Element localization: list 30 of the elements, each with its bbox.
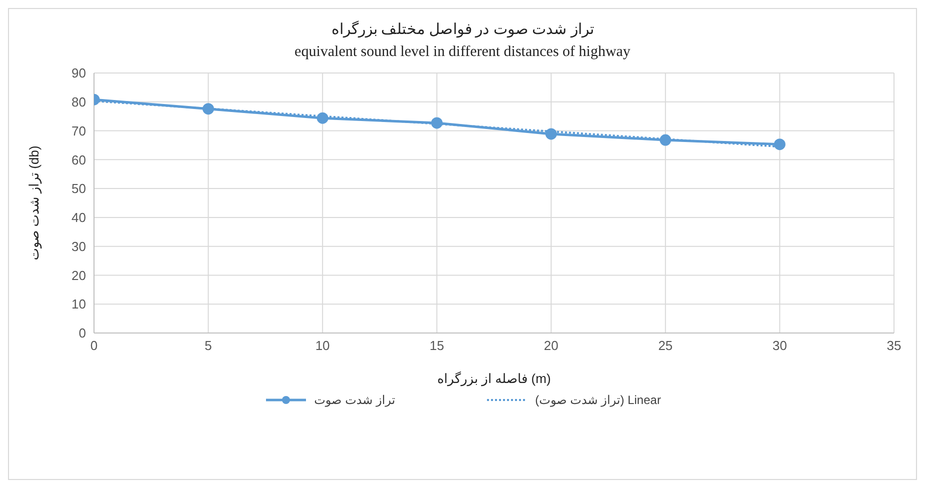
- y-tick-label: 20: [72, 268, 86, 283]
- y-tick-label: 30: [72, 238, 86, 254]
- x-tick-label: 5: [204, 338, 212, 354]
- y-tick-label: 10: [72, 296, 86, 312]
- x-tick-label: 20: [544, 338, 558, 354]
- x-tick-label: 0: [90, 338, 98, 354]
- x-tick-label: 30: [772, 338, 787, 354]
- x-tick-label: 15: [430, 338, 444, 354]
- y-tick-label: 60: [72, 152, 86, 168]
- point: [545, 128, 557, 140]
- point: [431, 117, 443, 129]
- point: [202, 103, 214, 115]
- y-tick-label: 0: [78, 326, 86, 341]
- x-tick-label: 35: [886, 338, 902, 354]
- chart-subtitle: equivalent sound level in different distances of highway: [294, 43, 632, 62]
- legend-label: Linear (تراز شدت صوت): [535, 393, 661, 407]
- y-tick-label: 80: [72, 94, 86, 110]
- point: [316, 112, 328, 124]
- chart-title: تراز شدت صوت در فواصل مختلف بزرگراه: [330, 20, 595, 40]
- y-tick-label: 90: [72, 66, 86, 81]
- y-tick-label: 40: [72, 210, 86, 226]
- y-tick-label: 70: [72, 123, 86, 138]
- y-axis-title: تراز شدت صوت (db): [26, 146, 43, 260]
- point: [774, 138, 786, 150]
- y-tick-label: 50: [72, 181, 86, 196]
- legend-label: تراز شدت صوت: [314, 393, 396, 407]
- x-tick-label: 25: [658, 338, 673, 354]
- x-tick-label: 10: [315, 338, 330, 354]
- point: [660, 134, 672, 146]
- x-axis-title: فاصله از بزرگراه (m): [437, 371, 551, 387]
